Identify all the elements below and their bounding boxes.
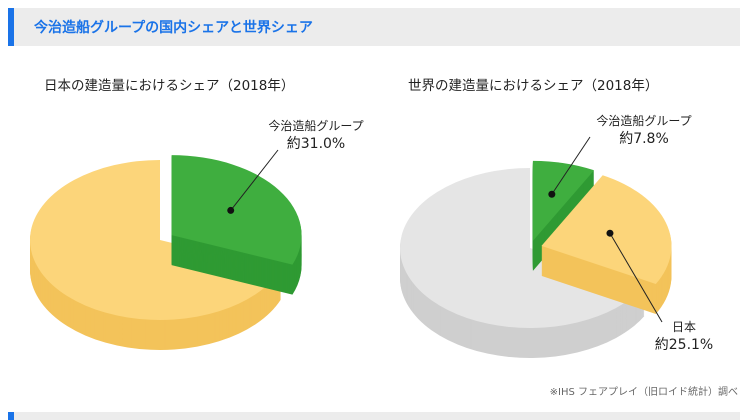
header-title: 今治造船グループの国内シェアと世界シェア (34, 20, 313, 36)
japan-imabari-leader (230, 149, 279, 211)
pie-slice-0 (171, 155, 302, 295)
pie-slice-top-0 (171, 155, 302, 265)
japan-imabari-label-value: 約31.0% (287, 136, 345, 152)
world-imabari-label-value: 約7.8% (619, 131, 669, 147)
world-imabari-label-name: 今治造船グループ (596, 113, 691, 128)
world-japan-leader (609, 232, 663, 323)
japan-share-chart-title: 日本の建造量におけるシェア（2018年） (44, 78, 295, 94)
pie-slice-1 (29, 160, 281, 350)
japan-share-pie (29, 155, 302, 350)
next-section-header (8, 412, 740, 420)
world-japan-marker (606, 229, 614, 237)
pie-slice-top-1 (29, 160, 281, 320)
header-accent-bar (8, 8, 14, 46)
pie-slice-top-0 (532, 160, 595, 241)
world-imabari-leader (551, 136, 591, 195)
pie-slice-top-1 (541, 175, 672, 284)
japan-imabari-label-name: 今治造船グループ (268, 118, 363, 133)
world-japan-label-value: 約25.1% (655, 337, 713, 353)
japan-imabari-marker (227, 206, 235, 214)
world-japan-label-name: 日本 (672, 320, 696, 334)
world-share-chart-title: 世界の建造量におけるシェア（2018年） (408, 78, 659, 94)
source-note: ※IHS フェアプレイ（旧ロイド統計）調べ (549, 387, 738, 398)
pie-slice-2 (399, 168, 645, 358)
next-section-accent-bar (8, 412, 14, 420)
world-share-pie (399, 160, 672, 358)
world-imabari-marker (548, 190, 556, 198)
section-header: 今治造船グループの国内シェアと世界シェア (8, 8, 740, 46)
